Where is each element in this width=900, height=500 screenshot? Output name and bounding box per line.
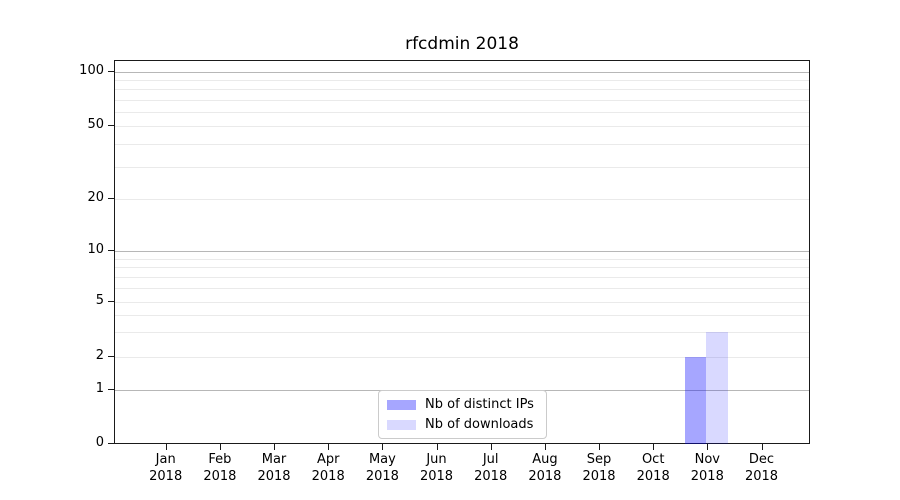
legend-swatch-downloads xyxy=(387,419,416,430)
legend-item-label: Nb of downloads xyxy=(425,417,534,432)
gridline-minor xyxy=(115,89,809,91)
x-tick-year: 2018 xyxy=(690,469,724,484)
bar-distinct-ips xyxy=(684,357,707,444)
x-tick-mark xyxy=(761,444,763,450)
x-tick-label: Apr 2018 xyxy=(300,451,356,485)
x-tick-mark xyxy=(490,444,492,450)
gridline-minor xyxy=(115,143,809,145)
gridline-minor xyxy=(115,267,809,269)
x-tick-label: May 2018 xyxy=(354,451,410,485)
x-tick-year: 2018 xyxy=(636,469,670,484)
gridline-minor xyxy=(115,332,809,334)
legend-item-label: Nb of distinct IPs xyxy=(425,397,534,412)
x-tick-mark xyxy=(436,444,438,450)
x-tick-year: 2018 xyxy=(744,469,779,484)
x-tick-mark xyxy=(707,444,709,450)
x-tick-mark xyxy=(165,444,167,450)
gridline-minor xyxy=(115,111,809,113)
gridline-minor xyxy=(115,198,809,200)
x-tick-mark xyxy=(544,444,546,450)
x-tick-mark xyxy=(219,444,221,450)
legend-item: Nb of downloads xyxy=(387,417,534,432)
x-tick-month: Aug xyxy=(532,452,558,467)
x-tick-year: 2018 xyxy=(419,469,454,484)
gridline-minor xyxy=(115,277,809,278)
y-tick-mark xyxy=(108,125,114,126)
y-tick-label: 10 xyxy=(87,242,104,257)
x-tick-year: 2018 xyxy=(203,469,237,484)
x-tick-label: Dec 2018 xyxy=(734,451,790,485)
x-tick-label: Jul 2018 xyxy=(463,451,519,485)
x-tick-month: Jun xyxy=(426,452,447,467)
x-tick-label: Nov 2018 xyxy=(679,451,735,485)
x-tick-month: Mar xyxy=(261,452,287,467)
gridline-minor xyxy=(115,301,809,303)
x-tick-label: Sep 2018 xyxy=(571,451,627,485)
y-tick-label: 100 xyxy=(79,62,104,78)
gridline-major xyxy=(115,71,809,73)
x-tick-label: Aug 2018 xyxy=(517,451,573,485)
y-tick-label: 5 xyxy=(95,292,104,308)
y-tick-label: 2 xyxy=(95,348,104,363)
legend: Nb of distinct IPs Nb of downloads xyxy=(378,390,547,439)
x-tick-mark xyxy=(382,444,384,450)
x-tick-year: 2018 xyxy=(528,469,562,484)
bar-downloads xyxy=(706,332,728,444)
gridline-minor xyxy=(115,315,809,316)
y-tick-mark xyxy=(108,388,114,390)
y-tick-mark xyxy=(108,356,114,357)
y-tick-mark xyxy=(108,443,114,445)
x-tick-mark xyxy=(274,444,275,450)
gridline-minor xyxy=(115,166,809,168)
x-tick-year: 2018 xyxy=(149,469,183,484)
y-tick-label: 20 xyxy=(87,189,104,205)
x-tick-year: 2018 xyxy=(257,469,291,484)
gridline-minor xyxy=(115,258,809,260)
x-tick-month: Nov xyxy=(694,452,720,467)
plot-area xyxy=(114,60,810,444)
y-tick-label: 50 xyxy=(87,117,104,132)
gridline-minor xyxy=(115,80,809,81)
gridline-major xyxy=(115,251,809,252)
y-tick-mark xyxy=(108,300,114,302)
x-tick-month: Jul xyxy=(482,452,499,467)
y-tick-mark xyxy=(108,70,114,72)
gridline-minor xyxy=(115,126,809,127)
x-tick-year: 2018 xyxy=(365,469,399,484)
x-tick-month: Jan xyxy=(155,452,176,467)
chart-title: rfcdmin 2018 xyxy=(405,34,519,54)
legend-item: Nb of distinct IPs xyxy=(387,397,534,412)
x-tick-month: May xyxy=(368,452,396,467)
gridline-minor xyxy=(115,288,809,290)
y-tick-mark xyxy=(108,197,114,199)
x-tick-label: Jun 2018 xyxy=(409,451,465,485)
y-tick-label: 1 xyxy=(95,380,104,396)
y-tick-mark xyxy=(108,250,114,251)
x-tick-mark xyxy=(599,444,600,450)
y-tick-label: 0 xyxy=(95,435,104,451)
x-tick-year: 2018 xyxy=(582,469,616,484)
x-tick-mark xyxy=(653,444,655,450)
x-tick-month: Apr xyxy=(316,452,340,467)
x-tick-month: Feb xyxy=(208,452,232,467)
x-tick-label: Mar 2018 xyxy=(246,451,302,485)
x-tick-label: Jan 2018 xyxy=(138,451,194,485)
legend-swatch-distinct-ips xyxy=(387,399,416,410)
x-tick-month: Dec xyxy=(748,452,775,467)
x-tick-label: Feb 2018 xyxy=(192,451,248,485)
x-tick-label: Oct 2018 xyxy=(625,451,681,485)
x-tick-mark xyxy=(328,444,330,450)
gridline-minor xyxy=(115,357,809,358)
x-tick-month: Oct xyxy=(641,452,665,467)
gridline-minor xyxy=(115,99,809,101)
x-tick-year: 2018 xyxy=(311,469,345,484)
x-tick-year: 2018 xyxy=(474,469,508,484)
x-tick-month: Sep xyxy=(586,452,612,467)
